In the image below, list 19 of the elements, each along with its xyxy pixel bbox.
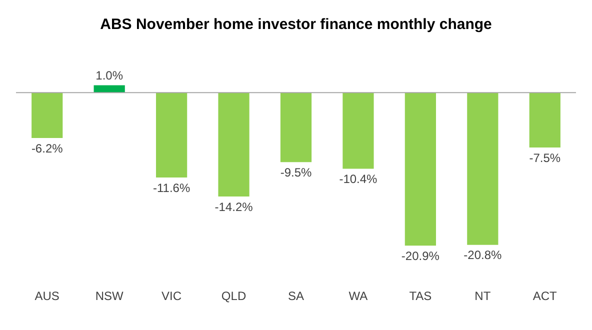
x-tick-label: WA — [348, 289, 368, 304]
data-label: -20.9% — [401, 248, 440, 263]
data-label: -14.2% — [214, 200, 254, 214]
x-tick-label: NSW — [95, 289, 124, 304]
x-tick-label: NT — [474, 289, 492, 304]
data-label: -11.6% — [152, 180, 190, 195]
data-label: -6.2% — [31, 141, 64, 156]
x-tick-label: SA — [288, 289, 304, 304]
x-tick-label: ACT — [532, 289, 558, 304]
data-label: 1.0% — [96, 68, 124, 83]
chart-title: ABS November home investor finance monthly change — [100, 16, 492, 34]
x-tick-label: AUS — [34, 289, 60, 304]
x-tick-label: VIC — [162, 289, 182, 304]
data-label: -7.5% — [529, 150, 561, 165]
x-tick-label: QLD — [221, 289, 246, 304]
x-tick-label: TAS — [409, 289, 432, 304]
data-label: -10.4% — [339, 172, 378, 186]
data-label: -20.8% — [464, 248, 502, 262]
data-label: -9.5% — [280, 165, 312, 180]
